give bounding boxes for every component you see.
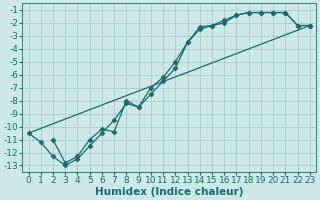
X-axis label: Humidex (Indice chaleur): Humidex (Indice chaleur): [95, 187, 244, 197]
